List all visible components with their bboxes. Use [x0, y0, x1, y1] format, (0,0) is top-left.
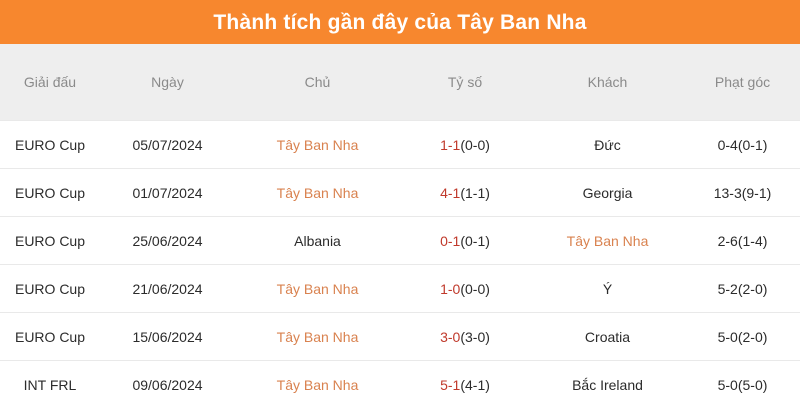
cell-home-team: Tây Ban Nha	[276, 136, 359, 153]
cell-date: 15/06/2024	[132, 328, 203, 345]
table-row[interactable]: EURO Cup 15/06/2024 Tây Ban Nha 3-0(3-0) Cro…	[0, 312, 800, 361]
cell-league: EURO Cup	[14, 136, 86, 153]
column-header-league: Giải đấu	[23, 74, 77, 90]
cell-corner-stats: 13-3(9-1)	[713, 184, 772, 201]
cell-home-team: Tây Ban Nha	[276, 376, 359, 393]
cell-home-team: Tây Ban Nha	[276, 328, 359, 345]
score-fulltime: 3-0	[440, 328, 461, 345]
cell-date: 21/06/2024	[132, 280, 203, 297]
table-row[interactable]: INT FRL 09/06/2024 Tây Ban Nha 5-1(4-1) Bắc …	[0, 360, 800, 400]
table-body: EURO Cup 05/07/2024 Tây Ban Nha 1-1(0-0) Đức…	[0, 120, 800, 400]
cell-corner-stats: 5-0(2-0)	[717, 328, 768, 345]
cell-score: 3-0(3-0)	[400, 313, 530, 361]
cell-league: EURO Cup	[14, 232, 86, 249]
cell-score: 1-1(0-0)	[400, 121, 530, 169]
score-fulltime: 1-0	[440, 280, 461, 297]
cell-corner-stats: 0-4(0-1)	[717, 136, 768, 153]
score-fulltime: 5-1	[440, 376, 461, 393]
cell-home-team: Tây Ban Nha	[276, 280, 359, 297]
recent-matches-table: Giải đấu Ngày Chủ Tỷ số Khách Phạt góc E…	[0, 44, 800, 400]
column-header-away: Khách	[587, 74, 628, 90]
cell-date: 05/07/2024	[132, 136, 203, 153]
cell-league: EURO Cup	[14, 280, 86, 297]
cell-home-team: Albania	[294, 232, 341, 249]
column-header-date: Ngày	[151, 74, 184, 90]
cell-league: INT FRL	[23, 376, 77, 393]
table-header: Giải đấu Ngày Chủ Tỷ số Khách Phạt góc	[0, 44, 800, 121]
panel-header-banner: Thành tích gần đây của Tây Ban Nha	[0, 0, 800, 44]
score-halftime: (4-1)	[460, 376, 490, 393]
cell-corner-stats: 5-0(5-0)	[717, 376, 768, 393]
cell-away-team: Bắc Ireland	[572, 376, 643, 393]
cell-score: 5-1(4-1)	[400, 361, 530, 400]
table-row[interactable]: EURO Cup 21/06/2024 Tây Ban Nha 1-0(0-0) Ý 5-…	[0, 264, 800, 313]
cell-corner-stats: 5-2(2-0)	[717, 280, 768, 297]
score-fulltime: 1-1	[440, 136, 461, 153]
cell-away-team: Ý	[602, 280, 613, 297]
score-halftime: (1-1)	[460, 184, 490, 201]
cell-away-team: Đức	[594, 136, 621, 153]
column-header-score: Tỷ số	[447, 74, 483, 90]
table-header-row: Giải đấu Ngày Chủ Tỷ số Khách Phạt góc	[0, 44, 800, 121]
page-title: Thành tích gần đây của Tây Ban Nha	[213, 10, 587, 34]
cell-away-team: Croatia	[584, 328, 631, 345]
cell-date: 01/07/2024	[132, 184, 203, 201]
table-row[interactable]: EURO Cup 05/07/2024 Tây Ban Nha 1-1(0-0) Đức…	[0, 120, 800, 169]
cell-date: 09/06/2024	[132, 376, 203, 393]
score-halftime: (0-0)	[460, 136, 490, 153]
score-fulltime: 4-1	[440, 184, 461, 201]
cell-away-team: Georgia	[582, 184, 633, 201]
cell-league: EURO Cup	[14, 184, 86, 201]
score-halftime: (3-0)	[460, 328, 490, 345]
score-halftime: (0-0)	[460, 280, 490, 297]
column-header-home: Chủ	[304, 74, 331, 90]
cell-score: 4-1(1-1)	[400, 169, 530, 217]
cell-home-team: Tây Ban Nha	[276, 184, 359, 201]
score-fulltime: 0-1	[440, 232, 461, 249]
table-row[interactable]: EURO Cup 25/06/2024 Albania 0-1(0-1) Tây Ban…	[0, 216, 800, 265]
score-halftime: (0-1)	[460, 232, 490, 249]
table-row[interactable]: EURO Cup 01/07/2024 Tây Ban Nha 4-1(1-1) Geo…	[0, 168, 800, 217]
cell-date: 25/06/2024	[132, 232, 203, 249]
cell-corner-stats: 2-6(1-4)	[717, 232, 768, 249]
cell-score: 1-0(0-0)	[400, 265, 530, 313]
column-header-corner: Phạt góc	[714, 74, 771, 90]
cell-away-team: Tây Ban Nha	[566, 232, 649, 249]
cell-score: 0-1(0-1)	[400, 217, 530, 265]
cell-league: EURO Cup	[14, 328, 86, 345]
